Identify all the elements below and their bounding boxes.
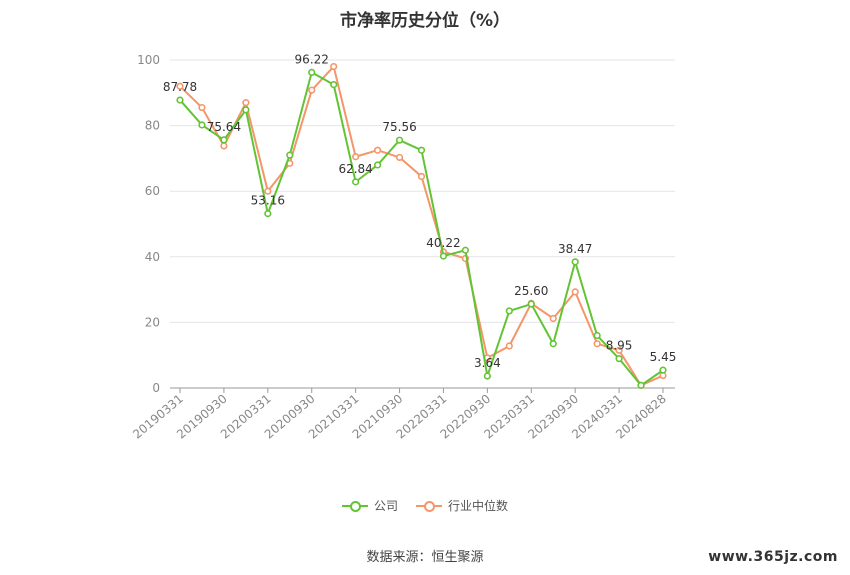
data-point: [417, 172, 426, 181]
y-tick-label: 0: [152, 381, 160, 395]
y-tick-label: 20: [145, 315, 160, 329]
data-point: [242, 99, 250, 107]
data-point: [659, 366, 667, 374]
data-point: [176, 96, 184, 104]
data-source: 数据来源：恒生聚源: [366, 550, 484, 565]
legend-item-industry[interactable]: 行业中位数: [416, 497, 508, 514]
watermark: www.365jz.com: [708, 549, 838, 565]
legend-item-company[interactable]: 公司: [341, 497, 398, 514]
data-label: 25.60: [514, 284, 548, 298]
data-point: [176, 82, 184, 90]
data-point: [417, 146, 426, 154]
data-point: [483, 372, 491, 380]
legend-company-label: 公司: [373, 499, 398, 513]
data-point: [571, 288, 579, 296]
y-tick-label: 80: [145, 119, 160, 133]
data-label: 75.56: [382, 120, 416, 134]
data-label: 62.84: [338, 162, 372, 176]
data-label: 8.95: [606, 339, 633, 353]
data-point: [198, 103, 206, 112]
data-point: [264, 210, 272, 218]
data-point: [593, 331, 601, 340]
data-label: 38.47: [558, 242, 592, 256]
data-point: [615, 355, 623, 363]
series-line: [179, 65, 664, 387]
data-point: [527, 300, 535, 308]
data-label: 40.22: [426, 236, 460, 250]
data-point: [352, 153, 360, 161]
data-label: 96.22: [295, 52, 329, 66]
data-label: 75.64: [207, 120, 241, 134]
data-point: [242, 106, 250, 114]
series-line: [179, 71, 664, 387]
data-point: [308, 68, 316, 76]
legend-industry-swatch: [416, 500, 442, 512]
data-point: [286, 151, 294, 159]
data-label: 53.16: [251, 194, 285, 208]
legend-company-swatch: [341, 500, 368, 512]
data-label: 5.45: [650, 350, 677, 364]
data-point: [220, 136, 228, 144]
data-point: [593, 340, 601, 348]
data-point: [373, 161, 382, 169]
data-point: [220, 142, 228, 150]
data-point: [549, 314, 557, 323]
data-point: [549, 340, 557, 348]
data-point: [571, 258, 579, 266]
data-point: [330, 62, 338, 71]
data-point: [308, 86, 316, 94]
data-point: [505, 307, 513, 315]
data-label: 87.78: [163, 80, 197, 94]
y-tick-label: 60: [145, 184, 160, 198]
data-point: [330, 80, 338, 89]
data-point: [395, 153, 404, 162]
data-point: [461, 246, 470, 254]
data-point: [615, 346, 623, 354]
data-point: [373, 146, 382, 154]
data-point: [198, 121, 206, 129]
y-tick-label: 100: [137, 53, 160, 67]
line-chart: 0204060801002019033120190930202003312020…: [130, 52, 677, 441]
data-label: 3.64: [474, 356, 501, 370]
data-point: [352, 178, 360, 186]
y-tick-label: 40: [145, 250, 160, 264]
data-point: [637, 381, 645, 389]
data-point: [264, 187, 272, 195]
data-point: [395, 136, 404, 144]
chart-legend: 公司 行业中位数: [0, 497, 850, 514]
data-point: [439, 252, 448, 260]
data-point: [505, 342, 513, 350]
chart-title: 市净率历史分位（%）: [339, 11, 511, 31]
legend-industry-label: 行业中位数: [448, 499, 509, 513]
